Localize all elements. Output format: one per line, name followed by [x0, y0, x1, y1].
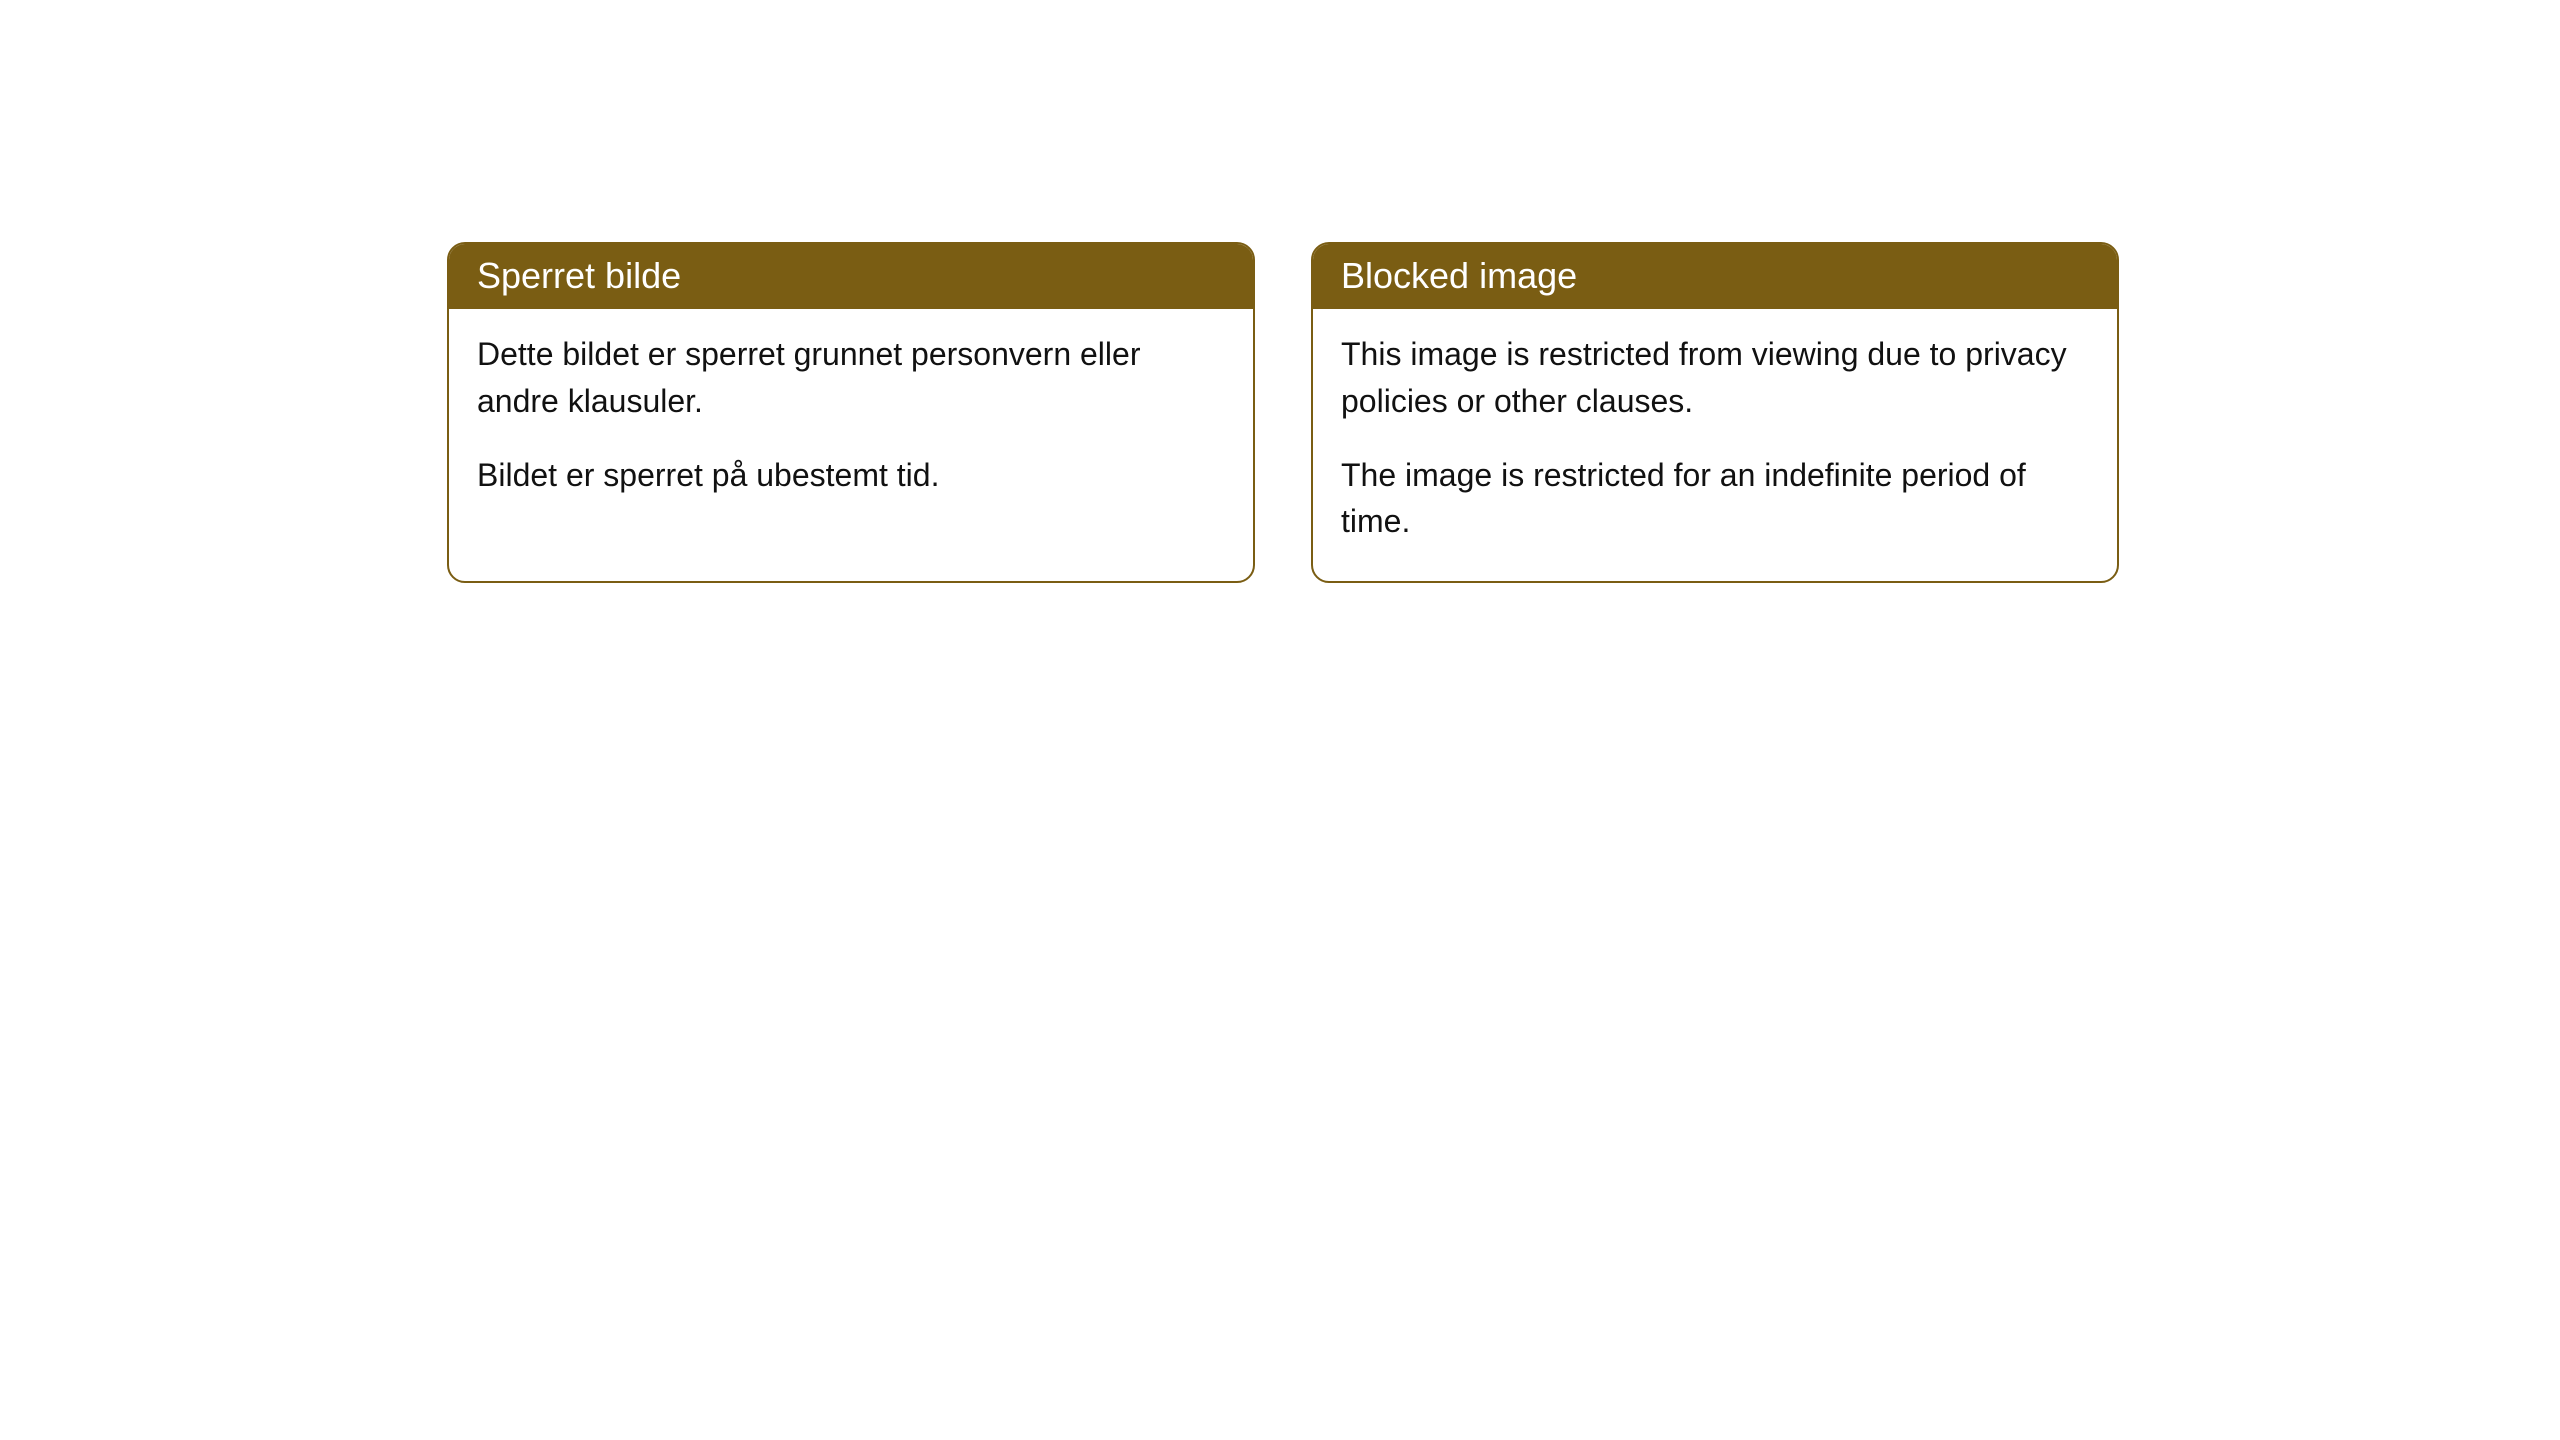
- notice-header: Sperret bilde: [449, 244, 1253, 309]
- notice-body: This image is restricted from viewing du…: [1313, 309, 2117, 581]
- notice-paragraph: Dette bildet er sperret grunnet personve…: [477, 331, 1225, 424]
- notice-paragraph: This image is restricted from viewing du…: [1341, 331, 2089, 424]
- notice-paragraph: Bildet er sperret på ubestemt tid.: [477, 452, 1225, 498]
- notice-card-english: Blocked image This image is restricted f…: [1311, 242, 2119, 583]
- notice-paragraph: The image is restricted for an indefinit…: [1341, 452, 2089, 545]
- notice-header: Blocked image: [1313, 244, 2117, 309]
- notice-body: Dette bildet er sperret grunnet personve…: [449, 309, 1253, 534]
- notice-cards-container: Sperret bilde Dette bildet er sperret gr…: [447, 242, 2119, 583]
- notice-card-norwegian: Sperret bilde Dette bildet er sperret gr…: [447, 242, 1255, 583]
